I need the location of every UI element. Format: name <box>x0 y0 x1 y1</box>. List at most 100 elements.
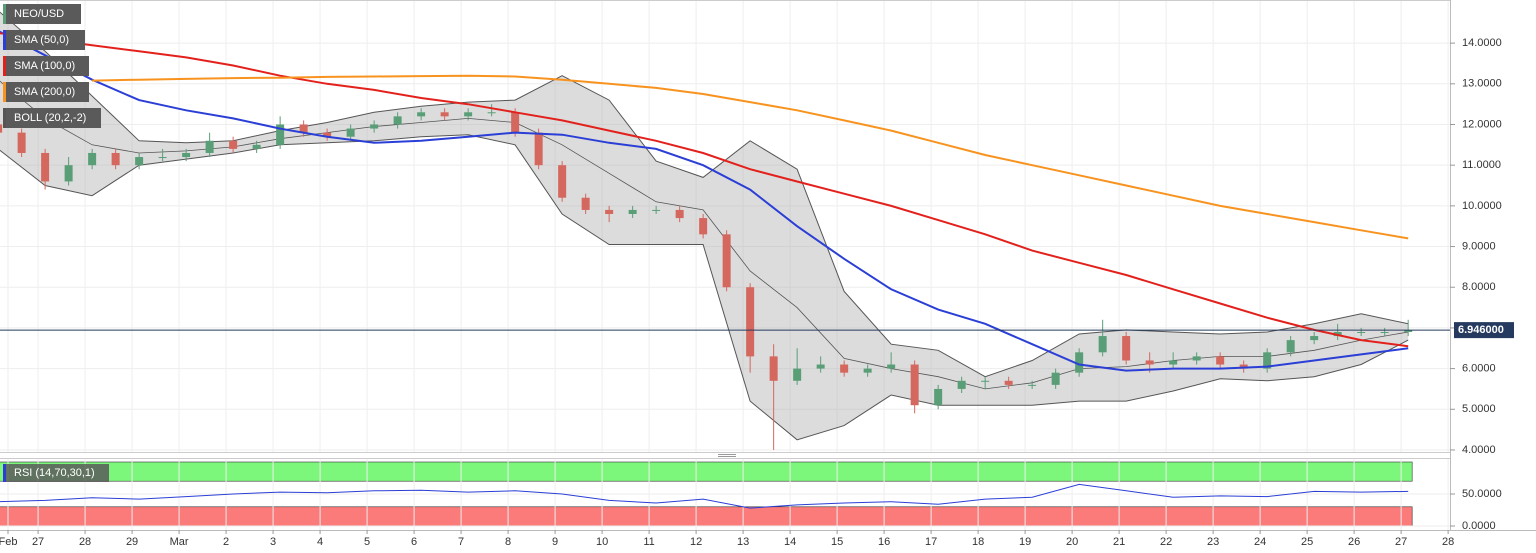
candle-body <box>981 380 990 382</box>
candle-body <box>276 124 285 145</box>
x-tick-label: 4 <box>317 536 323 548</box>
candle-body <box>511 112 520 133</box>
candle-body <box>558 165 567 198</box>
candle-body <box>534 132 543 166</box>
candle-body <box>1310 336 1319 341</box>
rsi-band <box>0 461 1413 482</box>
x-tick-label: 28 <box>79 536 91 548</box>
legend: NEO/USD SMA (50,0) SMA (100,0) SMA (200,… <box>3 4 109 482</box>
legend-label: SMA (100,0) <box>14 60 75 72</box>
candle-body <box>934 388 943 406</box>
legend-item[interactable]: NEO/USD <box>3 4 81 24</box>
candle-body <box>229 140 238 149</box>
x-tick-label: 7 <box>458 536 464 548</box>
candle-body <box>628 209 637 214</box>
candle-body <box>158 157 167 159</box>
candle-body <box>699 218 708 235</box>
candle-body <box>417 112 426 117</box>
candle-body <box>1122 336 1131 361</box>
pane-handle[interactable] <box>718 454 736 457</box>
price-label-box <box>1454 322 1514 339</box>
x-tick-label: 10 <box>596 536 608 548</box>
legend-item[interactable]: SMA (100,0) <box>3 56 89 76</box>
candle-body <box>1098 336 1107 353</box>
x-tick-label: 12 <box>690 536 702 548</box>
x-tick-label: 21 <box>1113 536 1125 548</box>
plot-content <box>0 0 1450 530</box>
legend-label: BOLL (20,2,-2) <box>14 112 86 124</box>
legend-item[interactable]: SMA (200,0) <box>3 82 89 102</box>
x-tick-label: 25 <box>1301 536 1313 548</box>
x-tick-label: 29 <box>126 536 138 548</box>
candle-body <box>605 209 614 214</box>
candle-body <box>346 128 355 137</box>
candle-body <box>1286 340 1295 353</box>
y-tick-label: 5.0000 <box>1462 403 1496 415</box>
y-tick-label: 50.0000 <box>1462 488 1502 500</box>
candle-body <box>1380 331 1389 333</box>
y-tick-label: 13.0000 <box>1462 78 1502 90</box>
y-tick-label: 14.0000 <box>1462 37 1502 49</box>
x-tick-label: 26 <box>1348 536 1360 548</box>
candle-body <box>370 124 379 129</box>
candle-body <box>440 112 449 117</box>
x-tick-label: 2 <box>223 536 229 548</box>
candle-body <box>863 368 872 373</box>
legend-item[interactable]: RSI (14,70,30,1) <box>3 464 109 482</box>
y-tick-label: 12.0000 <box>1462 118 1502 130</box>
legend-label: SMA (200,0) <box>14 86 75 98</box>
y-tick-label: 11.0000 <box>1462 159 1501 171</box>
candle-body <box>1145 360 1154 365</box>
x-tick-label: 22 <box>1160 536 1172 548</box>
legend-label: NEO/USD <box>14 8 64 20</box>
x-tick-label: 17 <box>925 536 937 548</box>
candle-body <box>1404 329 1413 332</box>
candle-body <box>17 132 26 153</box>
candle-body <box>581 197 590 210</box>
x-tick-label: 16 <box>878 536 890 548</box>
candle-body <box>0 124 3 133</box>
sma-line <box>0 30 1409 372</box>
candle-body <box>675 209 684 219</box>
candle-body <box>652 209 661 211</box>
y-tick-label: 8.0000 <box>1462 281 1496 293</box>
candle-body <box>393 116 402 125</box>
candle-body <box>1169 360 1178 365</box>
sma-line <box>92 74 1409 240</box>
x-tick-label: 5 <box>364 536 370 548</box>
x-tick-label: 11 <box>643 536 654 548</box>
rsi-band <box>0 506 1413 527</box>
candle-body <box>1216 356 1225 365</box>
x-tick-label: 8 <box>505 536 511 548</box>
candle-body <box>182 152 191 158</box>
candle-body <box>793 368 802 381</box>
x-tick-label: 19 <box>1019 536 1031 548</box>
legend-label: SMA (50,0) <box>14 34 69 46</box>
candle-body <box>910 364 919 406</box>
candle-body <box>1075 352 1084 373</box>
x-tick-label: 27 <box>32 536 44 548</box>
candle-body <box>464 112 473 117</box>
y-tick-label: 6.0000 <box>1462 363 1496 375</box>
candle-body <box>1263 352 1272 369</box>
candle-body <box>746 287 755 357</box>
rsi-line <box>0 483 1409 509</box>
candle-body <box>323 132 332 137</box>
candle-body <box>41 152 50 182</box>
legend-item[interactable]: SMA (50,0) <box>3 30 85 50</box>
x-tick-label: 3 <box>270 536 276 548</box>
candle-body <box>487 112 496 114</box>
y-tick-label: 10.0000 <box>1462 200 1502 212</box>
candle-body <box>1192 356 1201 361</box>
x-tick-label: 6 <box>411 536 417 548</box>
legend-item[interactable]: BOLL (20,2,-2) <box>3 108 101 128</box>
candle-body <box>111 152 120 166</box>
x-tick-label: 27 <box>1395 536 1407 548</box>
x-tick-label: 14 <box>784 536 796 548</box>
y-tick-label: 0.0000 <box>1462 520 1496 532</box>
candle-body <box>887 364 896 369</box>
candle-body <box>1357 331 1366 333</box>
y-tick-label: 4.0000 <box>1462 444 1496 456</box>
